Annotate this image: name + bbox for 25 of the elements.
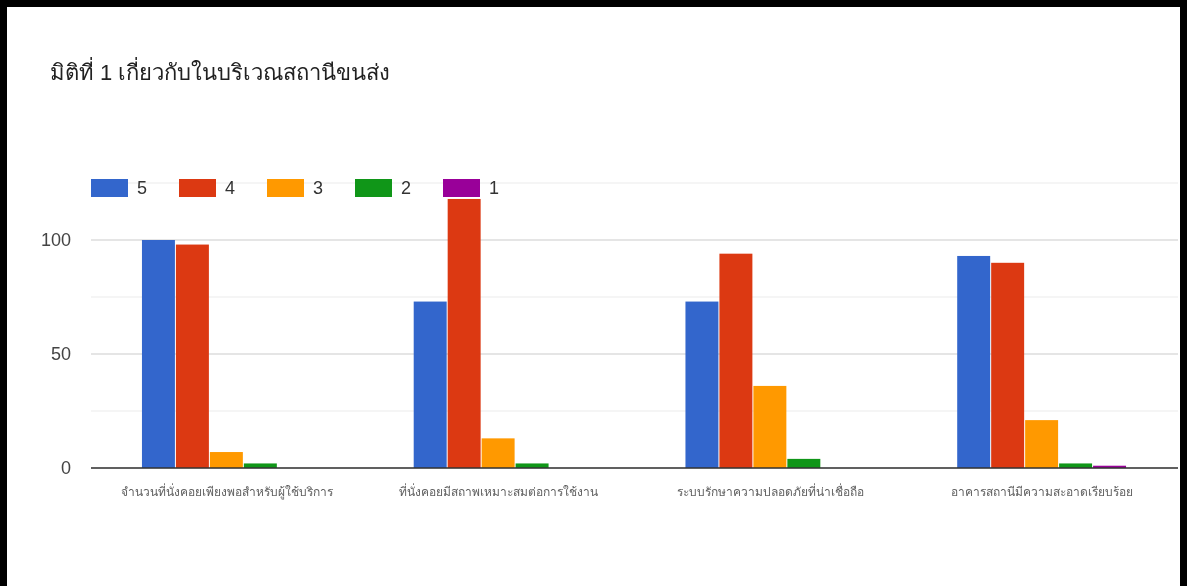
legend-label: 1: [489, 178, 500, 198]
bar: [753, 385, 787, 468]
x-tick-label: ระบบรักษาความปลอดภัยที่น่าเชื่อถือ: [676, 483, 864, 499]
y-tick-label: 100: [40, 230, 71, 250]
bar: [209, 452, 243, 468]
bar: [1025, 420, 1059, 468]
chart-title: มิติที่ 1 เกี่ยวกับในบริเวณสถานีขนส่ง: [50, 57, 391, 85]
legend-label: 3: [313, 178, 324, 198]
bar: [991, 262, 1025, 468]
bar: [413, 301, 447, 468]
y-tick-label: 50: [50, 344, 71, 364]
bar: [447, 198, 481, 468]
bar: [719, 253, 753, 468]
bar: [957, 255, 991, 468]
x-tick-label: จำนวนที่นั่งคอยเพียงพอสำหรับผู้ใช้บริการ: [120, 483, 334, 500]
legend-label: 5: [137, 178, 148, 198]
bar: [685, 301, 719, 468]
y-tick-label: 0: [60, 458, 71, 478]
bar: [175, 244, 209, 468]
legend-label: 2: [401, 178, 412, 198]
legend-label: 4: [225, 178, 236, 198]
bar: [481, 438, 515, 468]
x-tick-label: ที่นั่งคอยมีสถาพเหมาะสมต่อการใช้งาน: [399, 483, 599, 499]
x-tick-label: อาคารสถานีมีความสะอาดเรียบร้อย: [951, 485, 1134, 499]
bar: [141, 240, 175, 468]
